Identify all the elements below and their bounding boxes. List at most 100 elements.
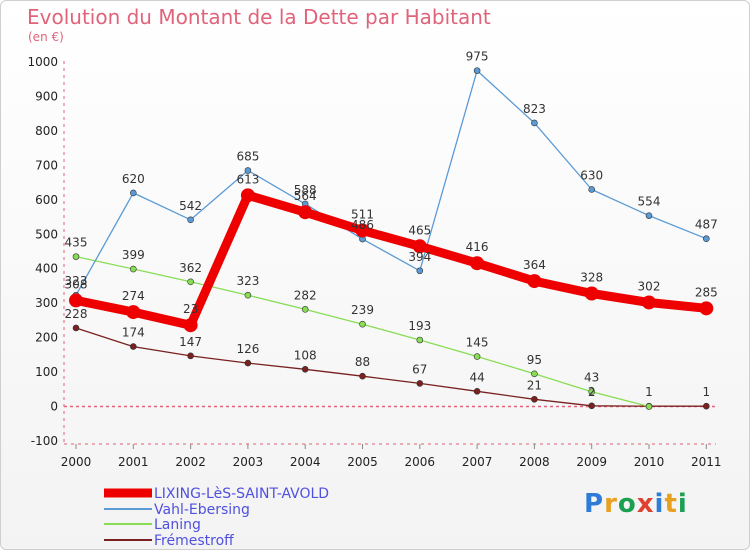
data-point xyxy=(588,388,596,395)
data-label: 274 xyxy=(122,289,145,303)
data-label: 239 xyxy=(351,303,374,317)
x-tick-label: 2002 xyxy=(175,455,206,469)
data-point xyxy=(584,286,599,301)
data-point xyxy=(183,318,198,333)
data-point xyxy=(531,395,538,403)
data-label: 285 xyxy=(695,285,718,299)
unit-label: (en €) xyxy=(28,30,64,44)
data-label: 613 xyxy=(236,172,259,186)
logo-letter: r xyxy=(604,489,618,519)
x-tick-label: 2011 xyxy=(691,455,722,469)
data-point xyxy=(130,343,137,350)
y-tick-label: 100 xyxy=(35,365,58,379)
data-label: 620 xyxy=(122,172,145,186)
data-label: 282 xyxy=(294,288,317,302)
data-label: 174 xyxy=(122,326,145,340)
data-label: 145 xyxy=(466,336,489,350)
data-point xyxy=(126,305,141,320)
data-point xyxy=(240,188,255,203)
data-point xyxy=(301,365,309,373)
data-label: 43 xyxy=(584,371,599,385)
data-point xyxy=(588,186,596,193)
data-point xyxy=(645,212,653,219)
legend-label: Vahl-Ebersing xyxy=(154,502,250,518)
data-label: 95 xyxy=(527,353,542,367)
x-tick-label: 2001 xyxy=(118,455,149,469)
logo-letter: t xyxy=(664,489,678,519)
data-label: 308 xyxy=(65,277,88,291)
data-label: 228 xyxy=(65,307,88,321)
data-point xyxy=(298,205,313,220)
x-tick-label: 2008 xyxy=(519,455,550,469)
data-point xyxy=(244,291,252,299)
data-point xyxy=(130,265,137,273)
data-label: 554 xyxy=(638,195,661,209)
data-label: 2 xyxy=(588,385,596,399)
data-label: 193 xyxy=(408,319,431,333)
data-label: 588 xyxy=(294,183,317,197)
y-tick-label: -100 xyxy=(31,434,58,448)
x-tick-label: 2000 xyxy=(61,455,92,469)
data-label: 323 xyxy=(236,274,259,288)
data-label: 323 xyxy=(65,274,88,288)
data-label: 88 xyxy=(355,355,370,369)
data-point xyxy=(473,67,481,74)
data-label: 1 xyxy=(702,385,710,399)
data-label: 362 xyxy=(179,261,202,275)
y-tick-label: 1000 xyxy=(27,55,58,69)
data-label: 465 xyxy=(408,223,431,237)
x-tick-label: 2004 xyxy=(290,455,321,469)
data-label: 511 xyxy=(351,207,374,221)
data-label: 394 xyxy=(408,250,431,264)
data-point xyxy=(473,388,481,395)
legend-label: Frémestroff xyxy=(154,533,234,549)
data-point xyxy=(702,402,710,410)
x-tick-label: 2003 xyxy=(233,455,264,469)
data-point xyxy=(244,359,252,367)
data-point xyxy=(588,402,596,410)
data-label: 435 xyxy=(65,236,88,250)
data-point xyxy=(187,278,194,286)
y-tick-label: 300 xyxy=(35,296,58,310)
data-label: 328 xyxy=(580,271,603,285)
series-line-1 xyxy=(75,69,707,296)
data-label: 823 xyxy=(523,102,546,116)
data-label: 364 xyxy=(523,258,546,272)
data-label: 23 xyxy=(183,302,198,316)
data-label: 630 xyxy=(580,168,603,182)
data-point xyxy=(470,256,485,271)
logo-letter: x xyxy=(636,489,655,519)
chart-title: Evolution du Montant de la Dette par Hab… xyxy=(27,5,491,29)
data-label: 302 xyxy=(638,279,661,293)
data-point xyxy=(642,295,656,310)
data-label: 416 xyxy=(466,240,489,254)
y-tick-label: 500 xyxy=(35,227,58,241)
y-tick-label: 400 xyxy=(35,262,58,276)
series-line-0 xyxy=(71,190,711,330)
data-point xyxy=(244,167,252,174)
legend-label: Laning xyxy=(154,517,201,533)
data-point xyxy=(301,306,309,313)
data-label: 399 xyxy=(122,248,145,262)
data-point xyxy=(187,216,194,224)
data-point xyxy=(531,119,538,127)
logo-letter: o xyxy=(617,489,637,519)
data-label: 975 xyxy=(466,50,489,64)
data-point xyxy=(699,301,714,316)
data-label: 126 xyxy=(236,342,259,356)
logo-letter: i xyxy=(654,489,665,519)
proxiti-logo: Proxiti xyxy=(584,489,688,519)
logo-letter: P xyxy=(584,489,605,519)
data-point xyxy=(645,403,653,410)
data-point xyxy=(130,189,137,197)
data-label: 542 xyxy=(179,199,202,213)
data-point xyxy=(416,336,424,344)
y-tick-label: 600 xyxy=(35,193,58,207)
data-point xyxy=(527,274,542,289)
data-label: 67 xyxy=(412,362,427,376)
data-point xyxy=(187,352,194,360)
data-label: 21 xyxy=(527,378,542,392)
data-point xyxy=(72,253,80,260)
data-point xyxy=(69,293,83,308)
